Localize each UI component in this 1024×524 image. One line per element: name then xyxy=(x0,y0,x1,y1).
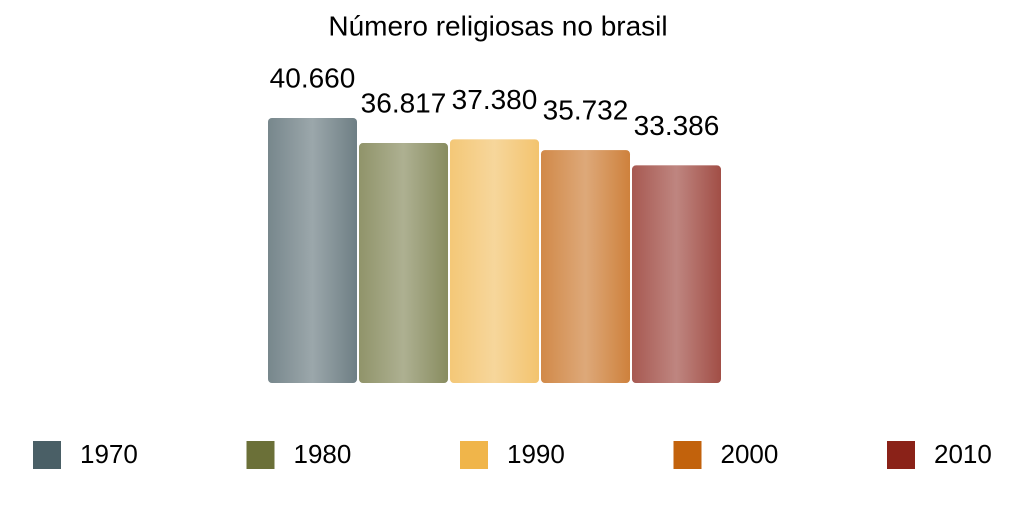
legend-swatch xyxy=(33,441,61,469)
data-label: 40.660 xyxy=(270,62,356,93)
bar-highlight xyxy=(359,143,448,383)
legend-swatch xyxy=(246,441,275,469)
legend-label: 2010 xyxy=(934,439,992,469)
bar-highlight xyxy=(268,118,357,383)
data-label: 33.386 xyxy=(634,110,720,141)
legend-label: 1970 xyxy=(80,439,138,469)
legend-swatch xyxy=(887,441,915,469)
legend-label: 1980 xyxy=(294,439,352,469)
bar-highlight xyxy=(632,165,721,383)
bar-highlight xyxy=(541,150,630,383)
data-label: 36.817 xyxy=(361,87,447,118)
legend-swatch xyxy=(460,441,488,469)
bar-highlight xyxy=(450,139,539,383)
chart-title: Número religiosas no brasil xyxy=(328,10,667,41)
legend-label: 1990 xyxy=(507,439,565,469)
data-label: 37.380 xyxy=(452,84,538,115)
data-label: 35.732 xyxy=(543,95,629,126)
legend-swatch xyxy=(673,441,702,469)
legend-label: 2000 xyxy=(721,439,779,469)
